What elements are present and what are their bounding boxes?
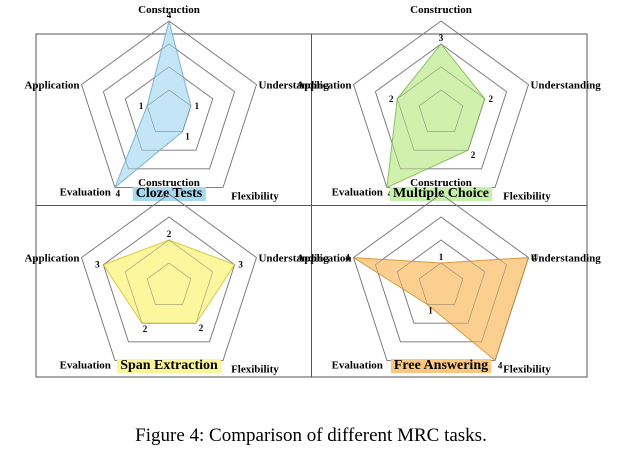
axis-label-flexibility: Flexibility [231,190,279,202]
chart-title: Span Extraction [120,358,218,373]
value-label: 4 [167,10,172,20]
grid-ring-overlay [103,216,235,343]
grid-ring-overlay [396,66,486,151]
axis-label-evaluation: Evaluation [332,359,383,371]
axis-label-flexibility: Flexibility [503,190,551,202]
value-label: 3 [95,260,100,270]
value-label: 1 [195,101,200,111]
grid-ring-overlay [418,89,464,132]
value-label: 4 [498,360,503,370]
value-label: 2 [471,150,476,160]
axis-label-understanding: Understanding [530,253,601,265]
grid-ring-overlay [103,43,235,170]
value-label: 2 [143,324,148,334]
axis-label-construction: Construction [410,177,472,189]
figure-radar-grid: Construction Understanding Flexibility Eval… [24,4,601,378]
grid-ring-overlay [375,216,507,343]
grid-ring-overlay [124,66,214,151]
grid-ring-overlay [418,262,464,305]
axis-label-flexibility: Flexibility [503,363,551,375]
value-label: 1 [185,132,190,142]
axis-label-evaluation: Evaluation [60,359,111,371]
radar-panel-cloze-tests: Construction Understanding Flexibility Eval… [24,4,329,202]
axis-label-flexibility: Flexibility [231,363,279,375]
axis-label-understanding: Understanding [530,80,601,92]
grid-ring-overlay [375,43,507,170]
value-label: 3 [439,33,444,43]
chart-title: Cloze Tests [136,186,203,201]
value-label: 4 [345,253,350,263]
axis-label-application: Application [24,253,79,265]
value-label: 1 [428,306,433,316]
axis-label-evaluation: Evaluation [60,186,111,198]
figure-caption: Figure 4: Comparison of different MRC ta… [135,425,487,446]
value-label: 4 [116,188,121,198]
axis-label-understanding: Understanding [258,253,329,265]
value-label: 2 [488,94,493,104]
chart-title-highlight [117,359,222,373]
value-label: 4 [532,253,537,263]
axis-label-construction: Construction [138,4,200,16]
chart-title: Free Answering [394,358,488,373]
axis-label-application: Application [296,80,351,92]
axis-label-construction: Construction [410,4,472,16]
grid-ring-overlay [146,89,192,132]
value-label: 1 [139,101,144,111]
radar-panel-span-extraction: Construction Understanding Flexibility Eval… [24,177,329,375]
value-label: 1 [439,252,444,262]
grid-ring-overlay [124,239,214,324]
value-label: 3 [238,260,243,270]
data-polygon [114,20,192,188]
axis-label-construction: Construction [138,177,200,189]
chart-title-highlight [390,359,492,373]
value-label: 2 [167,229,172,239]
axis-label-application: Application [24,80,79,92]
data-polygon [353,257,530,362]
radar-panel-free-answering: Construction Understanding Flexibility Eval… [296,177,601,375]
data-polygon [102,239,236,324]
axis-label-application: Application [296,253,351,265]
grid-ring-overlay [396,239,486,324]
grid-ring-overlay [146,262,192,305]
axis-label-understanding: Understanding [258,80,329,92]
radar-panel-multiple-choice: Construction Understanding Flexibility Eval… [296,4,601,202]
value-label: 2 [389,94,394,104]
value-label: 2 [199,323,204,333]
axis-label-evaluation: Evaluation [332,186,383,198]
